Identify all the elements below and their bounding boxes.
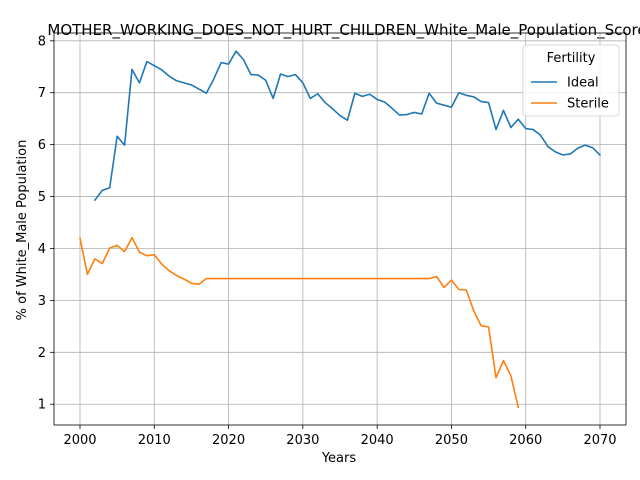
x-tick-label: 2030	[286, 433, 319, 448]
x-tick-label: 2020	[212, 433, 245, 448]
y-axis-ticks: 1 2 3 4 5 6 7 8	[38, 34, 54, 413]
x-tick-label: 2040	[361, 433, 394, 448]
chart-title: MOTHER_WORKING_DOES_NOT_HURT_CHILDREN_Wh…	[47, 21, 640, 40]
y-tick-label: 6	[38, 138, 46, 153]
x-tick-label: 2000	[63, 433, 96, 448]
y-tick-label: 3	[38, 294, 46, 309]
legend-label-ideal: Ideal	[567, 76, 599, 91]
y-tick-label: 2	[38, 346, 46, 361]
y-tick-label: 1	[38, 398, 46, 413]
y-tick-label: 7	[38, 86, 46, 101]
x-axis-ticks: 2000 2010 2020 2030 2040 2050 2060 2070	[63, 425, 617, 448]
legend-label-sterile: Sterile	[567, 97, 609, 112]
y-tick-label: 4	[38, 242, 46, 257]
y-tick-label: 5	[38, 190, 46, 205]
x-tick-label: 2050	[435, 433, 468, 448]
legend: Fertility Ideal Sterile	[522, 44, 620, 117]
x-tick-label: 2070	[583, 433, 616, 448]
x-tick-label: 2060	[509, 433, 542, 448]
x-tick-label: 2010	[138, 433, 171, 448]
x-axis-label: Years	[321, 451, 357, 466]
series-line-ideal	[94, 50, 601, 201]
y-tick-label: 8	[38, 34, 46, 49]
plot-frame	[53, 32, 627, 426]
legend-title: Fertility	[547, 51, 596, 66]
y-axis-label: % of White_Male Population	[15, 140, 30, 321]
grid-lines	[54, 33, 626, 425]
legend-box	[522, 44, 620, 117]
series-lines	[79, 50, 601, 409]
series-line-sterile	[79, 236, 520, 409]
